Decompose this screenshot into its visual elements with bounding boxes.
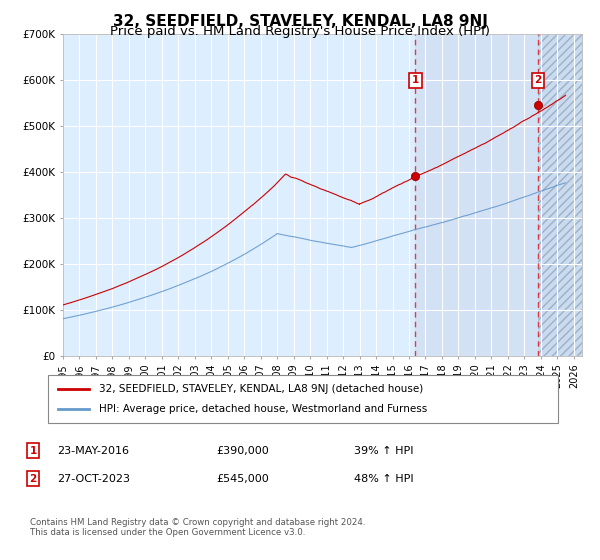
Text: Price paid vs. HM Land Registry's House Price Index (HPI): Price paid vs. HM Land Registry's House … xyxy=(110,25,490,38)
Text: 48% ↑ HPI: 48% ↑ HPI xyxy=(354,474,413,484)
Bar xyxy=(415,34,538,356)
Text: Contains HM Land Registry data © Crown copyright and database right 2024.
This d: Contains HM Land Registry data © Crown c… xyxy=(30,518,365,538)
Text: 39% ↑ HPI: 39% ↑ HPI xyxy=(354,446,413,456)
Text: £390,000: £390,000 xyxy=(216,446,269,456)
Text: 27-OCT-2023: 27-OCT-2023 xyxy=(57,474,130,484)
Text: 32, SEEDFIELD, STAVELEY, KENDAL, LA8 9NJ (detached house): 32, SEEDFIELD, STAVELEY, KENDAL, LA8 9NJ… xyxy=(99,384,423,394)
FancyBboxPatch shape xyxy=(48,375,558,423)
Text: 1: 1 xyxy=(29,446,37,456)
Text: £545,000: £545,000 xyxy=(216,474,269,484)
Bar xyxy=(538,34,582,356)
Text: HPI: Average price, detached house, Westmorland and Furness: HPI: Average price, detached house, West… xyxy=(99,404,427,414)
Bar xyxy=(538,34,582,356)
Text: 1: 1 xyxy=(412,75,419,85)
Text: 2: 2 xyxy=(29,474,37,484)
Text: 32, SEEDFIELD, STAVELEY, KENDAL, LA8 9NJ: 32, SEEDFIELD, STAVELEY, KENDAL, LA8 9NJ xyxy=(113,14,487,29)
Text: 2: 2 xyxy=(534,75,541,85)
Text: 23-MAY-2016: 23-MAY-2016 xyxy=(57,446,129,456)
